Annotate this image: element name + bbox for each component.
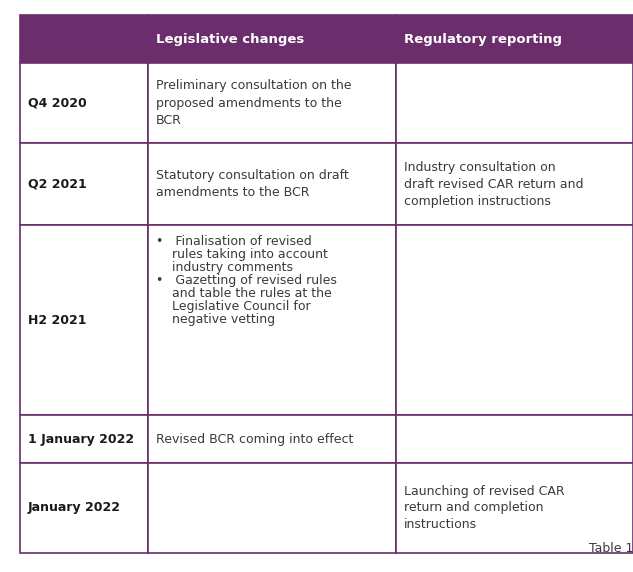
Text: H2 2021: H2 2021 [28, 313, 87, 327]
Text: Q2 2021: Q2 2021 [28, 177, 87, 190]
Bar [20, 415, 148, 463]
Text: Table 1: Table 1 [589, 542, 633, 555]
Text: Revised BCR coming into effect: Revised BCR coming into effect [156, 432, 353, 446]
Text: January 2022: January 2022 [28, 502, 121, 514]
Text: negative vetting: negative vetting [156, 313, 275, 326]
Bar [20, 143, 148, 225]
Bar [148, 225, 396, 415]
Bar [396, 415, 633, 463]
Bar [148, 415, 396, 463]
Bar [396, 143, 633, 225]
Text: industry comments: industry comments [156, 261, 293, 274]
Bar [148, 63, 396, 143]
Bar [396, 225, 633, 415]
Bar [148, 15, 396, 63]
Text: and table the rules at the: and table the rules at the [156, 287, 332, 300]
Bar [20, 63, 148, 143]
Text: rules taking into account: rules taking into account [156, 248, 328, 261]
Bar [148, 463, 396, 553]
Text: Q4 2020: Q4 2020 [28, 97, 87, 109]
Bar [20, 15, 148, 63]
Text: •   Gazetting of revised rules: • Gazetting of revised rules [156, 274, 337, 287]
Bar [20, 463, 148, 553]
Bar [396, 63, 633, 143]
Text: Regulatory reporting: Regulatory reporting [404, 33, 562, 46]
Text: Statutory consultation on draft
amendments to the BCR: Statutory consultation on draft amendmen… [156, 169, 349, 199]
Text: Launching of revised CAR
return and completion
instructions: Launching of revised CAR return and comp… [404, 484, 565, 531]
Bar [396, 15, 633, 63]
Text: •   Finalisation of revised: • Finalisation of revised [156, 235, 311, 248]
Text: Preliminary consultation on the
proposed amendments to the
BCR: Preliminary consultation on the proposed… [156, 80, 351, 126]
Bar [396, 463, 633, 553]
Text: Legislative Council for: Legislative Council for [156, 300, 311, 313]
Bar [148, 143, 396, 225]
Text: Industry consultation on
draft revised CAR return and
completion instructions: Industry consultation on draft revised C… [404, 161, 584, 208]
Text: Legislative changes: Legislative changes [156, 33, 304, 46]
Bar [20, 225, 148, 415]
Text: 1 January 2022: 1 January 2022 [28, 432, 134, 446]
